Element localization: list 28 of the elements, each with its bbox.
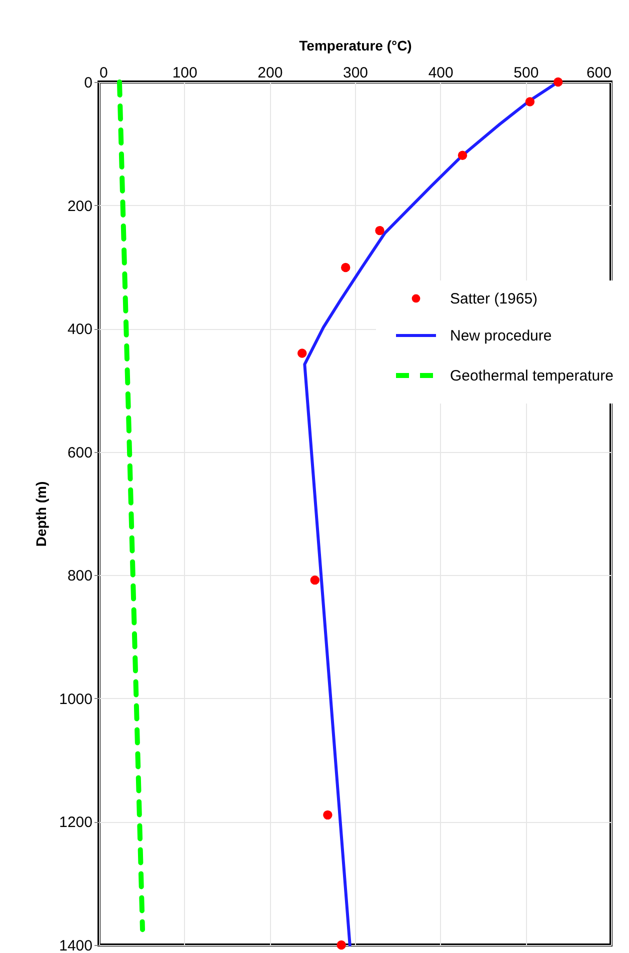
x-tick-label: 200	[258, 64, 283, 82]
legend-label: New procedure	[450, 327, 552, 344]
x-tick-label: 300	[342, 64, 368, 82]
y-tick-label: 800	[67, 568, 92, 585]
legend-label: Geothermal temperature	[450, 367, 614, 384]
point	[323, 810, 332, 820]
point	[375, 226, 384, 236]
x-tick-label: 600	[586, 64, 612, 82]
y-tick-label: 1000	[59, 690, 92, 708]
x-tick-label: 0	[100, 64, 108, 82]
x-axis-title: Temperature (°C)	[299, 38, 412, 54]
y-tick-label: 600	[67, 444, 92, 462]
point	[341, 262, 350, 272]
y-tick-label: 1200	[59, 814, 92, 832]
x-tick-label: 100	[172, 64, 198, 82]
point	[553, 77, 563, 87]
point	[525, 97, 535, 106]
y-tick-label: 200	[67, 198, 92, 215]
y-tick-label: 400	[67, 321, 92, 338]
y-tick-label: 1400	[59, 938, 92, 953]
point	[458, 150, 468, 160]
x-tick-label: 500	[514, 64, 539, 82]
point	[336, 940, 346, 950]
point	[310, 575, 320, 585]
point	[297, 348, 307, 358]
legend-label: Satter (1965)	[450, 290, 538, 308]
y-axis-title: Depth (m)	[33, 481, 50, 547]
x-tick-label: 400	[428, 64, 454, 82]
